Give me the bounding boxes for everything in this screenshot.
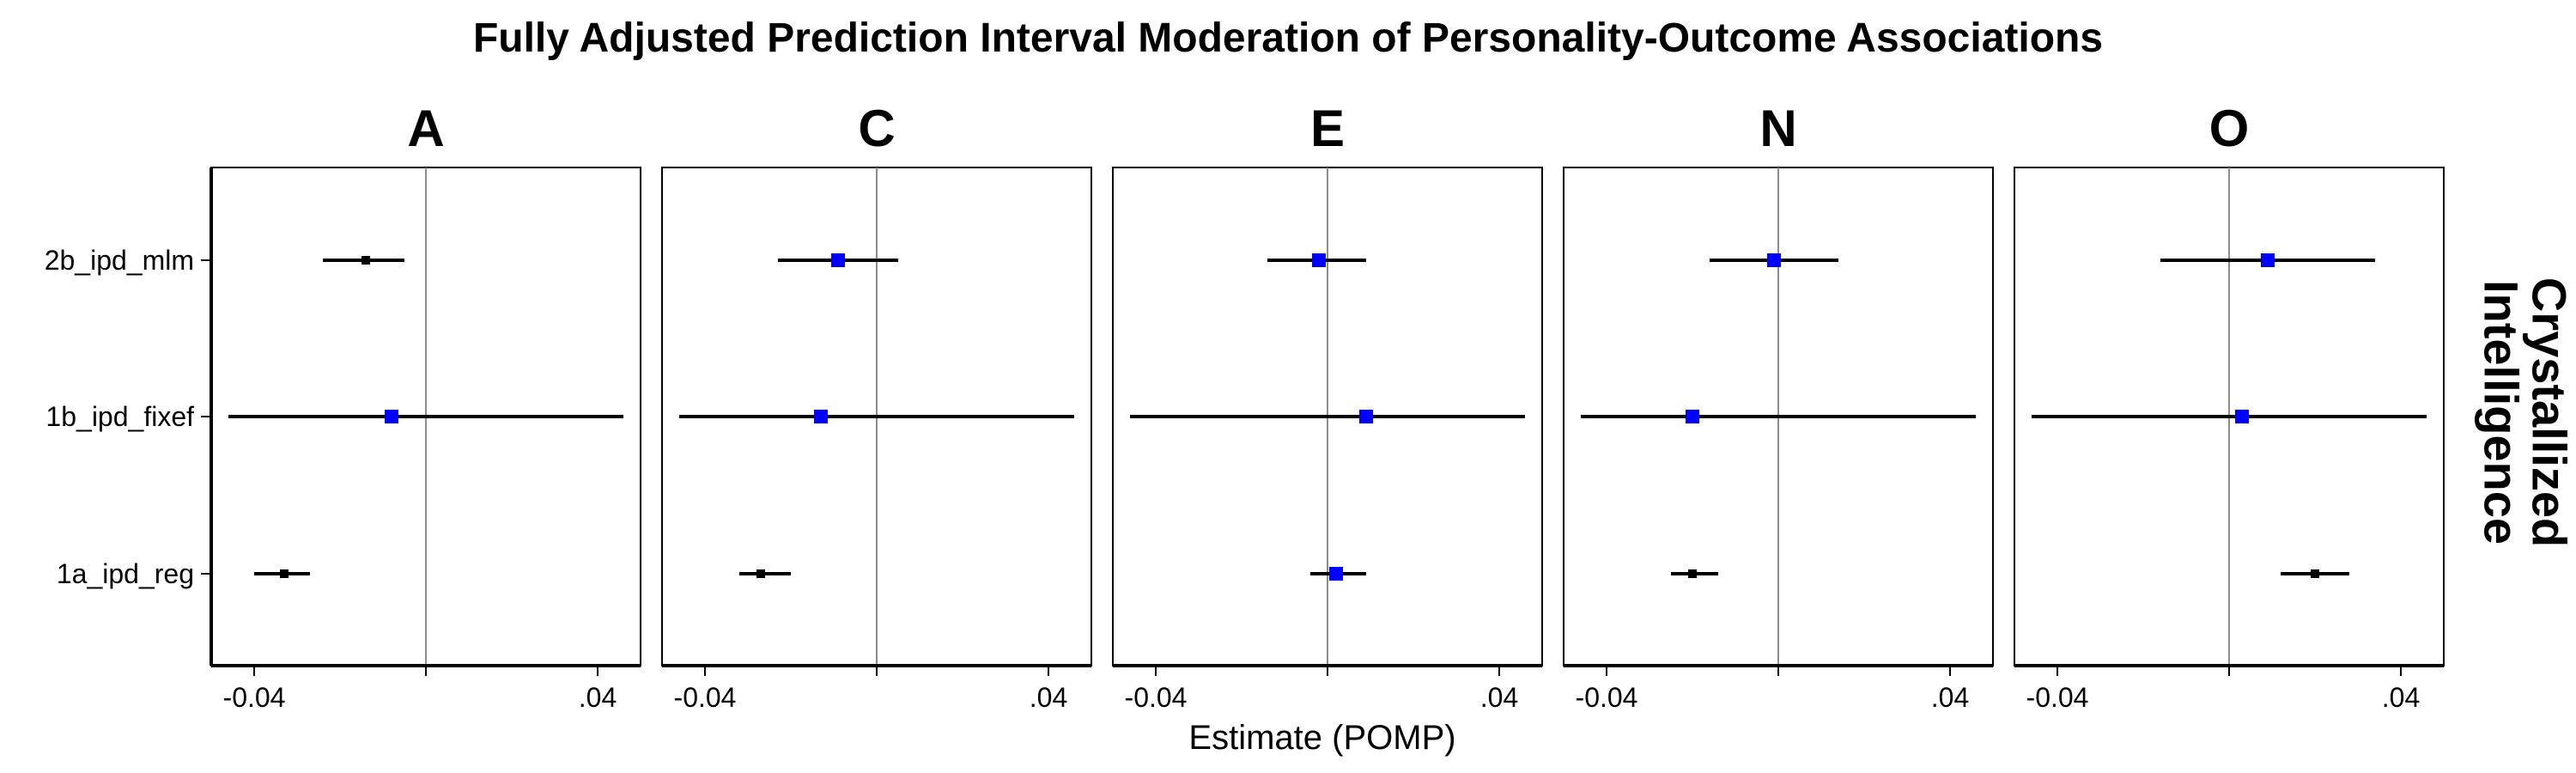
facet-panel-N: N -0.04 .04 xyxy=(1563,100,1994,713)
estimate-point xyxy=(1329,567,1343,581)
estimate-point xyxy=(756,569,765,578)
x-tick-label: -0.04 xyxy=(2026,682,2089,713)
y-axis: 2b_ipd_mlm 1b_ipd_fixef 1a_ipd_reg xyxy=(45,167,213,666)
x-tick-label: .04 xyxy=(579,682,617,713)
estimate-point xyxy=(1767,253,1781,267)
estimate-point xyxy=(2311,569,2319,578)
facet-panels: A -0.04 .04 C -0.04 .04 E -0.04 .04 N -0.04 .04 O -0.… xyxy=(210,100,2445,713)
estimate-point xyxy=(2261,253,2275,267)
x-tick-label: -0.04 xyxy=(674,682,737,713)
x-tick-label: -0.04 xyxy=(1576,682,1638,713)
y-tick-label: 1b_ipd_fixef xyxy=(46,401,194,432)
facet-label: O xyxy=(2209,100,2250,157)
x-tick-label: .04 xyxy=(2382,682,2420,713)
x-tick-label: -0.04 xyxy=(223,682,286,713)
facet-panel-A: A -0.04 .04 xyxy=(210,100,641,713)
y-tick-label: 2b_ipd_mlm xyxy=(45,245,194,276)
strip-label-line: Crystallized xyxy=(2523,277,2576,547)
estimate-point xyxy=(361,256,370,265)
y-tick-label: 1a_ipd_reg xyxy=(57,558,194,589)
facet-panel-O: O -0.04 .04 xyxy=(2014,100,2445,713)
estimate-point xyxy=(831,253,845,267)
estimate-point xyxy=(1688,569,1697,578)
x-tick-label: .04 xyxy=(1480,682,1518,713)
facet-label: E xyxy=(1310,100,1345,157)
estimate-point xyxy=(814,410,828,423)
chart-title: Fully Adjusted Prediction Interval Moder… xyxy=(473,15,2103,61)
estimate-point xyxy=(280,569,289,578)
facet-label: C xyxy=(858,100,895,157)
estimate-point xyxy=(1686,410,1699,423)
estimate-point xyxy=(1359,410,1373,423)
x-tick-label: -0.04 xyxy=(1125,682,1188,713)
x-tick-label: .04 xyxy=(1030,682,1067,713)
facet-panel-E: E -0.04 .04 xyxy=(1112,100,1543,713)
strip-label-line: Intelligence xyxy=(2475,280,2529,545)
estimate-point xyxy=(1312,253,1326,267)
facet-panel-C: C -0.04 .04 xyxy=(661,100,1092,713)
x-axis-label: Estimate (POMP) xyxy=(1188,719,1455,757)
x-tick-label: .04 xyxy=(1931,682,1969,713)
estimate-point xyxy=(385,410,398,423)
estimate-point xyxy=(2235,410,2249,423)
facet-label: A xyxy=(407,100,444,157)
facet-label: N xyxy=(1759,100,1796,157)
row-strip-label: CrystallizedIntelligence xyxy=(2475,277,2576,547)
